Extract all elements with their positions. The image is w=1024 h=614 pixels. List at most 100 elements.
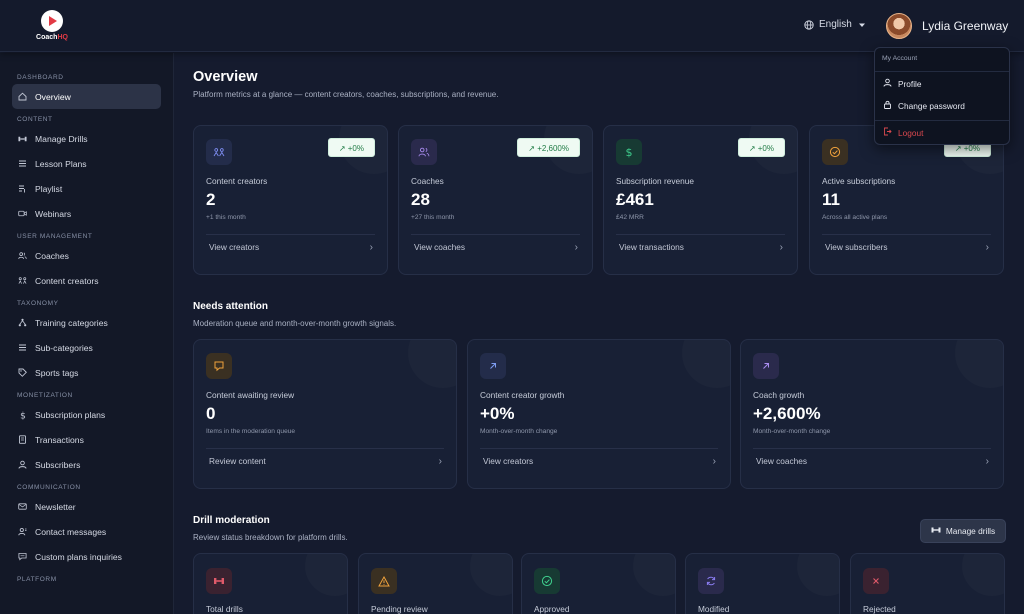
sidebar-item-label: Webinars [35, 208, 72, 219]
sidebar-item-subscription-plans[interactable]: $ Subscription plans [12, 402, 161, 427]
attention-label: Content awaiting review [206, 390, 295, 400]
language-selector[interactable]: English [804, 19, 867, 30]
menu-item-change-password-label: Change password [898, 100, 965, 111]
sidebar-section-user-management: USER MANAGEMENT [17, 233, 93, 240]
menu-divider [875, 71, 1009, 72]
top-header: CoachHQ English Lydia Greenway [0, 0, 1024, 52]
logo-play-icon [41, 10, 63, 32]
moderation-card-pending-review[interactable]: Pending review [358, 553, 513, 614]
sidebar-item-custom-plans-inquiries[interactable]: Custom plans inquiries [12, 544, 161, 569]
attention-link-label: View coaches [756, 456, 808, 466]
moderation-card-modified[interactable]: Modified [685, 553, 840, 614]
metric-card-coaches: ↗ +2,600% Coaches 28 +27 this month View coa… [398, 125, 593, 275]
user-icon [18, 460, 27, 469]
attention-link[interactable]: View creators › [480, 456, 716, 467]
attention-link[interactable]: Review content › [206, 456, 442, 467]
language-label: English [819, 19, 852, 30]
sidebar-item-coaches[interactable]: Coaches [12, 243, 161, 268]
moderation-icon [534, 568, 560, 594]
sidebar-item-overview[interactable]: Overview [12, 84, 161, 109]
attention-note: Month-over-month change [480, 428, 558, 435]
sidebar-item-content-creators[interactable]: Content creators [12, 268, 161, 293]
attention-icon [753, 353, 779, 379]
tag-icon [18, 368, 27, 377]
sidebar-item-label: Training categories [35, 317, 108, 328]
metric-link[interactable]: View transactions › [616, 242, 783, 253]
sidebar-item-label: Coaches [35, 250, 69, 261]
chevron-right-icon: › [369, 242, 373, 253]
svg-text:$: $ [626, 146, 633, 158]
metric-card-content-creators: ↗ +0% Content creators 2 +1 this month View … [193, 125, 388, 275]
page-title: Overview [193, 69, 258, 85]
sidebar-section-taxonomy: TAXONOMY [17, 300, 59, 307]
sidebar-item-manage-drills[interactable]: Manage Drills [12, 126, 161, 151]
hierarchy-icon [18, 318, 27, 327]
attention-icon [480, 353, 506, 379]
metric-link[interactable]: View coaches › [411, 242, 578, 253]
metric-card-subscription-revenue: $ ↗ +0% Subscription revenue £461 £42 MRR Vie… [603, 125, 798, 275]
moderation-label: Approved [534, 604, 570, 614]
moderation-label: Total drills [206, 604, 243, 614]
moderation-card-rejected[interactable]: Rejected [850, 553, 1005, 614]
card-divider [206, 234, 375, 235]
metric-link-label: View subscribers [825, 242, 888, 252]
chevron-right-icon: › [779, 242, 783, 253]
sidebar-item-webinars[interactable]: Webinars [12, 201, 161, 226]
sidebar-item-playlist[interactable]: Playlist [12, 176, 161, 201]
menu-item-profile-label: Profile [898, 78, 922, 89]
menu-item-change-password[interactable]: Change password [883, 100, 965, 111]
moderation-card-total-drills[interactable]: Total drills [193, 553, 348, 614]
sidebar-item-label: Lesson Plans [35, 158, 87, 169]
metric-label: Subscription revenue [616, 176, 694, 186]
user-name: Lydia Greenway [922, 19, 1009, 33]
sidebar-item-training-categories[interactable]: Training categories [12, 310, 161, 335]
account-dropdown: My Account Profile Change password Logou… [874, 47, 1010, 145]
moderation-label: Rejected [863, 604, 896, 614]
manage-drills-button[interactable]: Manage drills [920, 519, 1006, 543]
metric-link[interactable]: View creators › [206, 242, 373, 253]
sidebar-item-newsletter[interactable]: Newsletter [12, 494, 161, 519]
metric-value: 2 [206, 190, 216, 209]
sidebar-item-sports-tags[interactable]: Sports tags [12, 360, 161, 385]
sidebar-item-label: Overview [35, 91, 71, 102]
metric-link[interactable]: View subscribers › [822, 242, 989, 253]
metric-icon [822, 139, 848, 165]
sidebar-section-monetization: MONETIZATION [17, 392, 73, 399]
metric-label: Active subscriptions [822, 176, 896, 186]
metric-note: +1 this month [206, 214, 246, 221]
moderation-icon [698, 568, 724, 594]
trend-badge: ↗ +0% [737, 138, 785, 157]
sidebar-item-label: Contact messages [35, 526, 107, 537]
user-menu-trigger[interactable]: Lydia Greenway [886, 13, 1008, 39]
metric-label: Coaches [411, 176, 444, 186]
menu-item-logout[interactable]: Logout [883, 127, 923, 138]
user-icon [883, 78, 892, 89]
attention-label: Content creator growth [480, 390, 565, 400]
attention-card-coach-growth: Coach growth +2,600% Month-over-month chan… [740, 339, 1004, 489]
attention-icon [206, 353, 232, 379]
video-icon [18, 209, 27, 218]
sidebar-item-label: Sports tags [35, 367, 79, 378]
sidebar-section-dashboard: DASHBOARD [17, 74, 64, 81]
sidebar-item-lesson-plans[interactable]: Lesson Plans [12, 151, 161, 176]
metric-value: 11 [822, 190, 840, 209]
sidebar-item-label: Subscribers [35, 459, 81, 470]
attention-link[interactable]: View coaches › [753, 456, 989, 467]
attention-link-label: View creators [483, 456, 534, 466]
playlist-icon [18, 184, 27, 193]
manage-drills-label: Manage drills [945, 526, 996, 536]
card-divider [616, 234, 785, 235]
menu-item-profile[interactable]: Profile [883, 78, 922, 89]
sidebar-item-contact-messages[interactable]: Contact messages [12, 519, 161, 544]
sidebar-item-sub-categories[interactable]: Sub-categories [12, 335, 161, 360]
app-logo[interactable]: CoachHQ [32, 10, 72, 41]
moderation-card-approved[interactable]: Approved [521, 553, 676, 614]
globe-icon [804, 19, 814, 30]
main-content: Overview Platform metrics at a glance — … [174, 53, 1024, 614]
needs-attention-subtitle: Moderation queue and month-over-month gr… [193, 319, 397, 328]
moderation-icon [863, 568, 889, 594]
sidebar-item-transactions[interactable]: Transactions [12, 427, 161, 452]
sidebar-item-subscribers[interactable]: Subscribers [12, 452, 161, 477]
moderation-icon [206, 568, 232, 594]
metric-link-label: View creators [209, 242, 260, 252]
